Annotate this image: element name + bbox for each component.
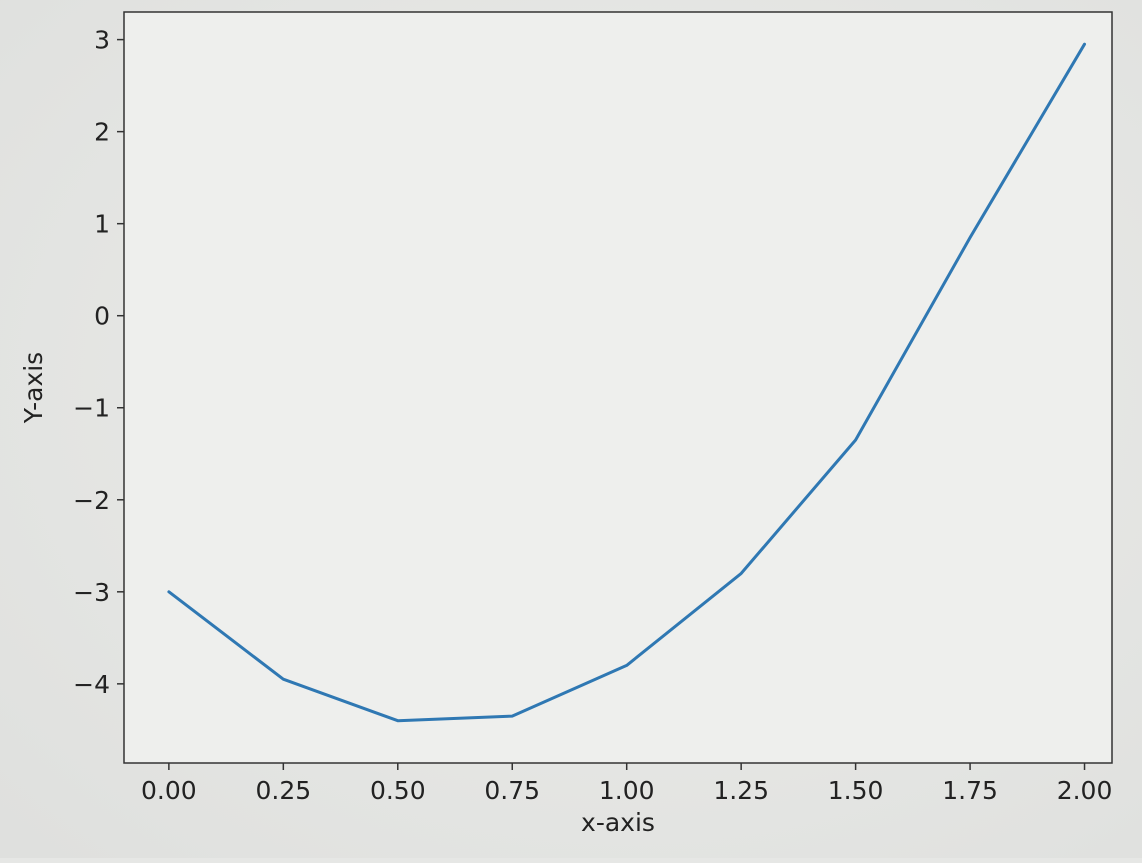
x-tick-label: 0.50 xyxy=(370,776,426,805)
x-tick-label: 0.25 xyxy=(255,776,311,805)
x-tick-label: 0.00 xyxy=(141,776,197,805)
x-tick-label: 2.00 xyxy=(1057,776,1113,805)
y-tick-label: 0 xyxy=(94,302,110,331)
x-tick-label: 1.25 xyxy=(713,776,769,805)
x-tick-label: 1.00 xyxy=(599,776,655,805)
y-tick-label: −3 xyxy=(73,578,110,607)
x-axis-label: x-axis xyxy=(581,808,655,837)
y-tick-label: −4 xyxy=(73,670,110,699)
y-tick-label: 2 xyxy=(94,118,110,147)
x-tick-label: 0.75 xyxy=(484,776,540,805)
y-tick-label: −1 xyxy=(73,394,110,423)
y-tick-label: −2 xyxy=(73,486,110,515)
y-axis-label: Y-axis xyxy=(19,352,48,424)
x-tick-label: 1.50 xyxy=(828,776,884,805)
y-tick-label: 1 xyxy=(94,210,110,239)
y-tick-label: 3 xyxy=(94,26,110,55)
plot-area xyxy=(124,12,1112,763)
x-tick-label: 1.75 xyxy=(942,776,998,805)
